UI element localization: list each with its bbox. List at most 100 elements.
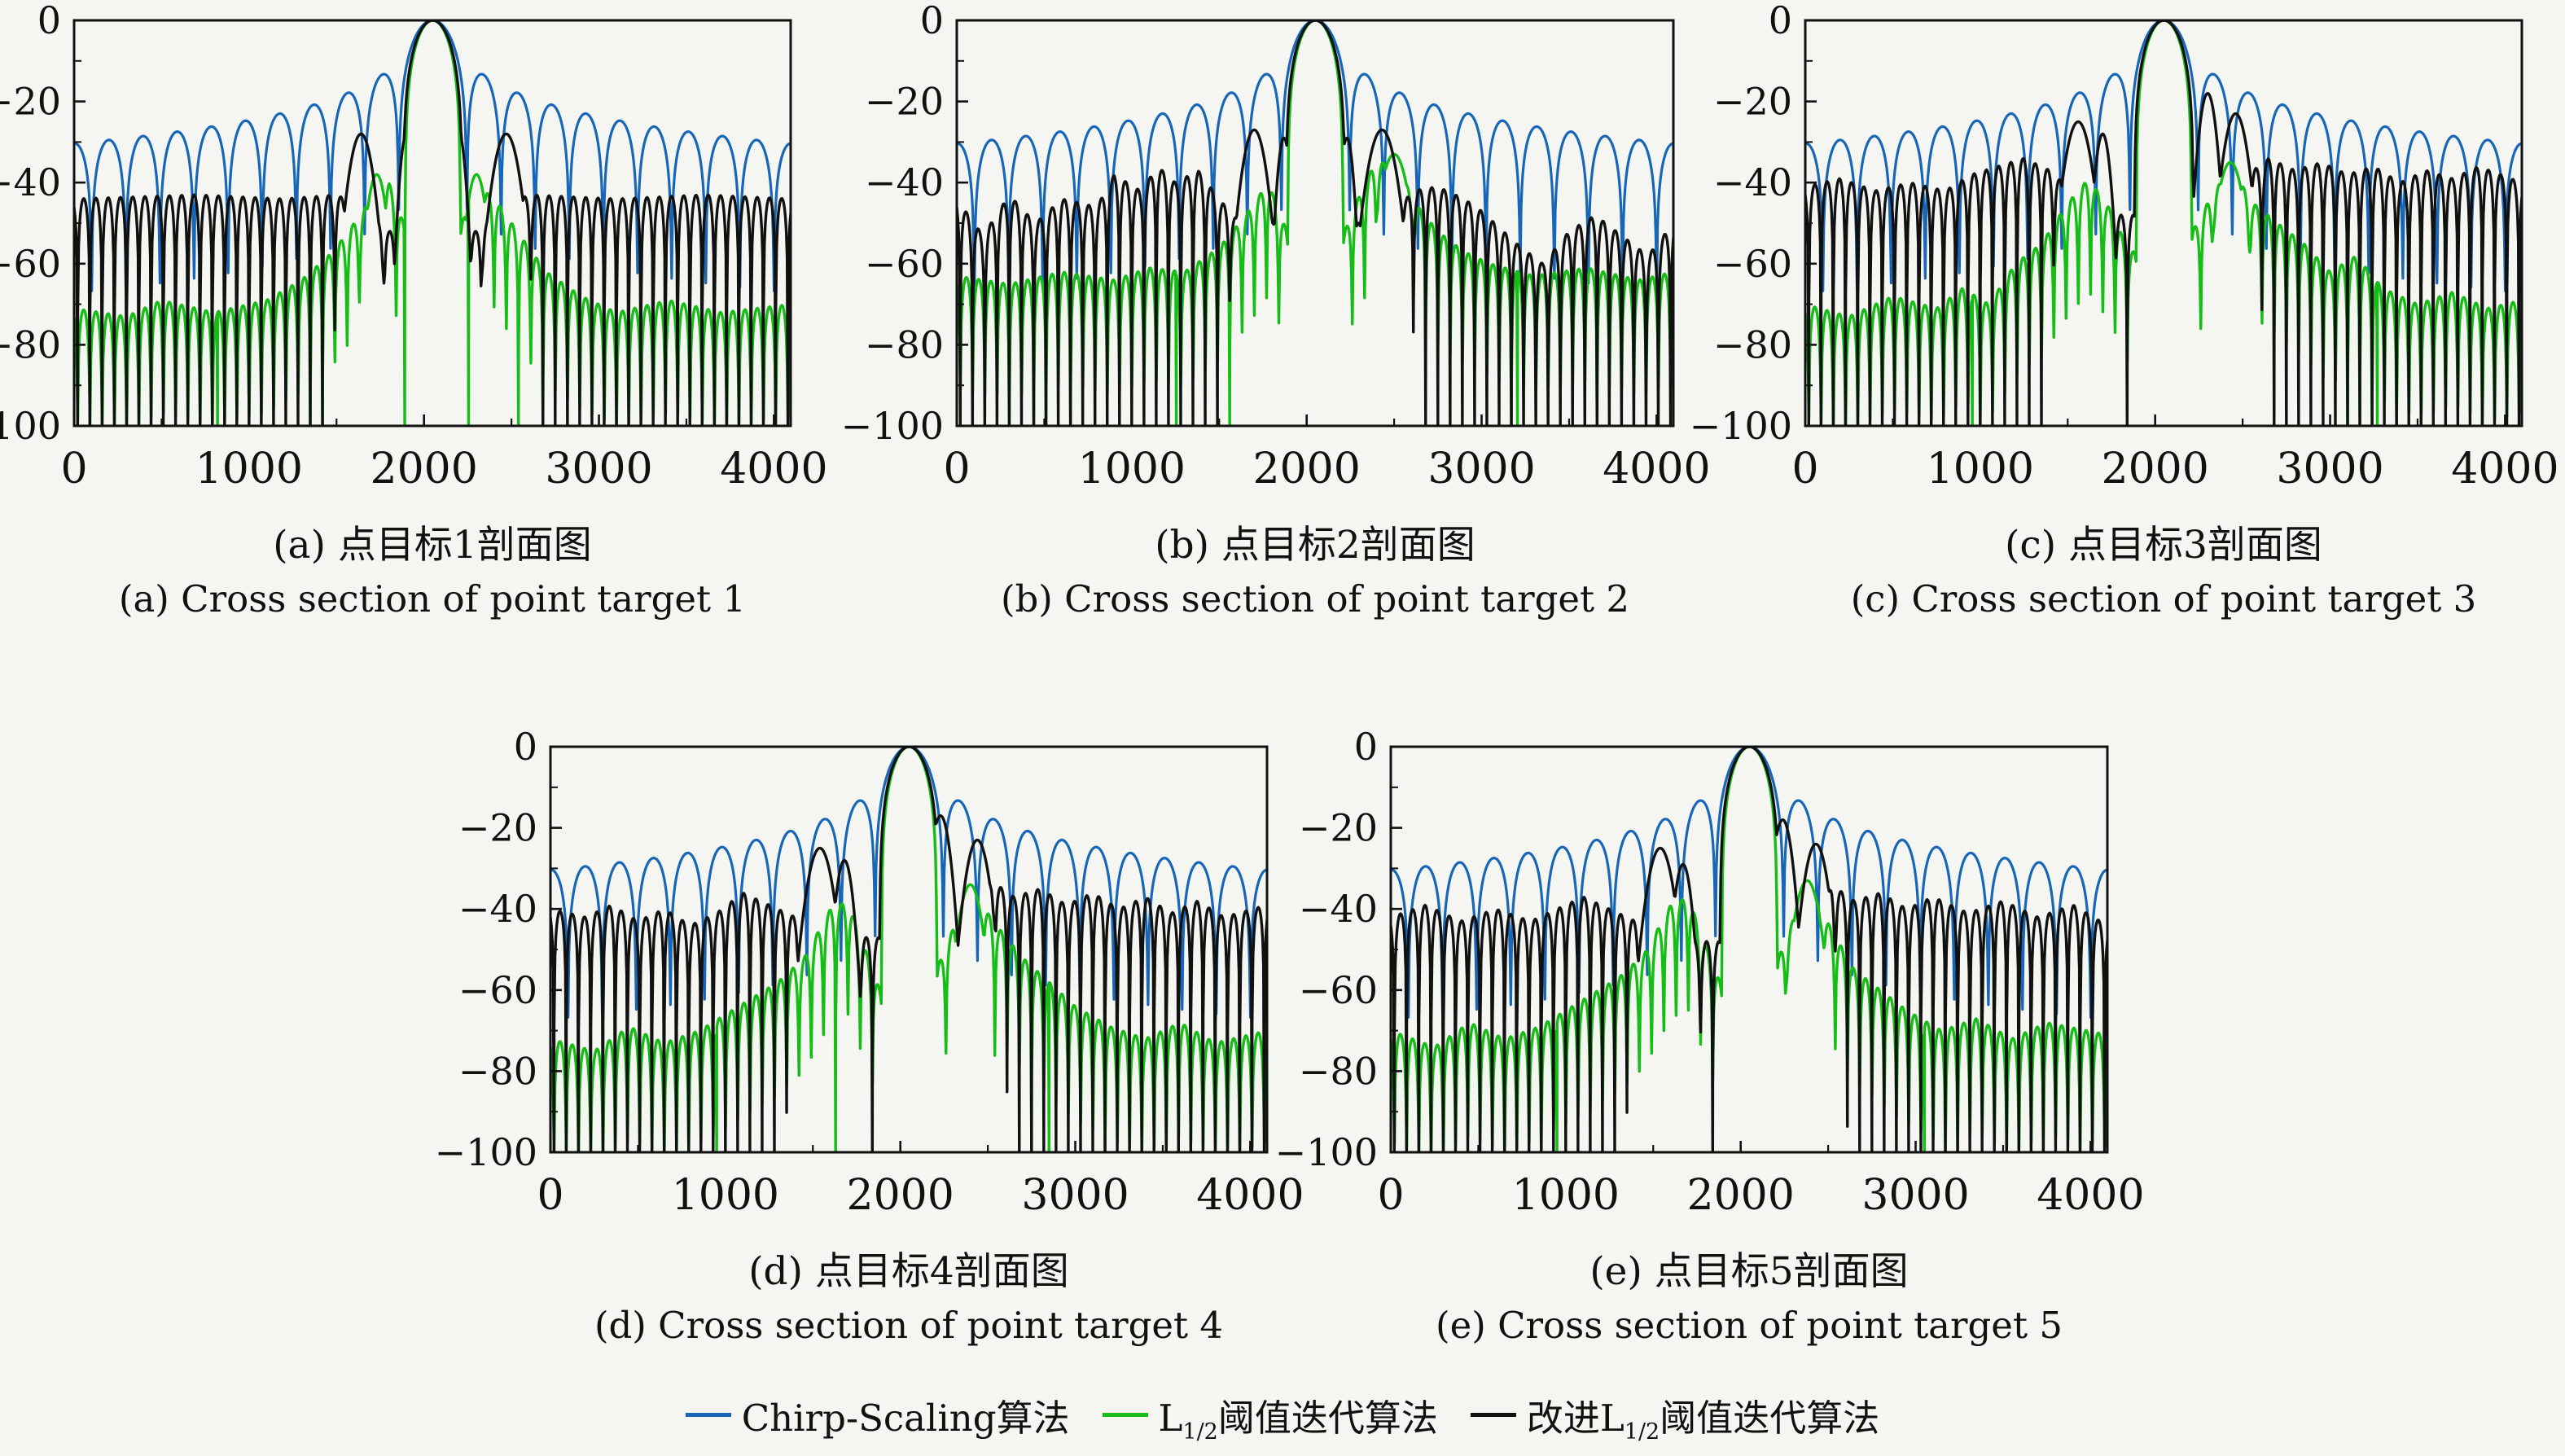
- series-improved-l12-threshold: [957, 20, 1673, 426]
- x-tick-label: 1000: [195, 445, 303, 493]
- legend-line-l12-threshold: [1102, 1412, 1148, 1417]
- axes-box: [72, 19, 792, 428]
- x-tick-label: 2000: [1253, 445, 1361, 493]
- caption-e: (e) 点目标5剖面图 (e) Cross section of point t…: [1383, 1244, 2116, 1352]
- caption-a-zh: (a) 点目标1剖面图: [273, 523, 592, 568]
- y-tick-label: −20: [458, 806, 537, 850]
- x-tick-label: 0: [60, 445, 87, 493]
- y-tick-label: 0: [1354, 725, 1378, 769]
- series-improved-l12-threshold: [1391, 747, 2107, 1152]
- x-tick-label: 3000: [545, 445, 652, 493]
- caption-d: (d) 点目标4剖面图 (d) Cross section of point t…: [542, 1244, 1275, 1352]
- caption-e-zh: (e) 点目标5剖面图: [1589, 1249, 1909, 1294]
- axes-box: [549, 745, 1269, 1154]
- x-tick-label: 4000: [2451, 445, 2558, 493]
- series-chirp-scaling: [550, 747, 1267, 1019]
- series-chirp-scaling: [1805, 20, 2522, 292]
- y-tick-label: −40: [0, 160, 61, 204]
- subplot-d: 0 1000 2000 3000 4000 0 −20 −40 −60 −80 −100: [435, 725, 1308, 1234]
- caption-d-en: (d) Cross section of point target 4: [594, 1304, 1224, 1347]
- subplot-e: 0 1000 2000 3000 4000 0 −20 −40 −60 −80 −100: [1275, 725, 2148, 1234]
- series-chirp-scaling: [74, 20, 791, 292]
- series-chirp-scaling: [957, 20, 1673, 292]
- y-tick-label: −60: [0, 242, 61, 286]
- x-tick-label: 1000: [1078, 445, 1186, 493]
- y-tick-label: −20: [0, 80, 61, 124]
- x-tick-label: 0: [537, 1171, 563, 1220]
- legend: Chirp-Scaling算法 L1/2阈值迭代算法 改进L1/2阈值迭代算法: [0, 1379, 2565, 1449]
- x-tick-label: 1000: [1512, 1171, 1620, 1220]
- series-improved-l12-threshold: [74, 20, 791, 426]
- series-l12-threshold: [74, 20, 791, 426]
- y-tick-label: −80: [1713, 322, 1792, 366]
- y-tick-label: −80: [1299, 1049, 1378, 1093]
- y-tick-label: −60: [458, 968, 537, 1012]
- subplot-b: 0 1000 2000 3000 4000 0 −20 −40 −60 −80 −100: [841, 0, 1714, 507]
- caption-c-zh: (c) 点目标3剖面图: [2005, 523, 2322, 568]
- subplot-c: 0 1000 2000 3000 4000 0 −20 −40 −60 −80 −100: [1690, 0, 2563, 507]
- x-tick-label: 0: [1791, 445, 1818, 493]
- y-tick-label: −40: [865, 160, 944, 204]
- y-tick-label: 0: [37, 0, 61, 42]
- legend-line-chirp-scaling: [685, 1412, 731, 1417]
- caption-b: (b) 点目标2剖面图 (b) Cross section of point t…: [949, 518, 1682, 625]
- caption-c: (c) 点目标3剖面图 (c) Cross section of point t…: [1797, 518, 2530, 625]
- legend-item-improved-l12-threshold: 改进L1/2阈值迭代算法: [1470, 1388, 1880, 1445]
- y-tick-label: −20: [1299, 806, 1378, 850]
- series-l12-threshold: [957, 20, 1673, 426]
- y-tick-label: −80: [458, 1049, 537, 1093]
- plot-svg-d: 0 1000 2000 3000 4000 0 −20 −40 −60 −80 −100: [435, 725, 1304, 1220]
- x-tick-label: 1000: [1927, 445, 2034, 493]
- series-l12-threshold: [1391, 747, 2107, 1152]
- caption-b-zh: (b) 点目标2剖面图: [1155, 523, 1475, 568]
- y-tick-label: −20: [865, 80, 944, 124]
- y-tick-label: −60: [1713, 242, 1792, 286]
- caption-a-en: (a) Cross section of point target 1: [118, 577, 747, 621]
- plot-svg-a: 0 1000 2000 3000 4000 0 −20 −40 −60 −80 −100: [0, 0, 828, 493]
- x-tick-label: 3000: [1427, 445, 1535, 493]
- series-improved-l12-threshold: [1805, 20, 2522, 426]
- axes-box: [1804, 19, 2523, 428]
- legend-label-improved-l12-threshold: 改进L1/2阈值迭代算法: [1526, 1396, 1880, 1445]
- legend-label-chirp-scaling: Chirp-Scaling算法: [741, 1396, 1070, 1440]
- y-tick-label: −100: [0, 404, 61, 448]
- x-tick-label: 1000: [672, 1171, 779, 1220]
- y-tick-label: −20: [1713, 80, 1792, 124]
- x-tick-label: 2000: [1687, 1171, 1795, 1220]
- y-tick-label: −80: [0, 322, 61, 366]
- legend-label-l12-threshold: L1/2阈值迭代算法: [1158, 1396, 1438, 1445]
- y-tick-label: 0: [920, 0, 944, 42]
- y-tick-label: −60: [1299, 968, 1378, 1012]
- plot-svg-b: 0 1000 2000 3000 4000 0 −20 −40 −60 −80 −100: [841, 0, 1711, 493]
- axes-box: [1389, 745, 2109, 1154]
- y-tick-label: −80: [865, 322, 944, 366]
- y-tick-label: 0: [514, 725, 537, 769]
- x-tick-label: 4000: [2037, 1171, 2144, 1220]
- caption-e-en: (e) Cross section of point target 5: [1436, 1304, 2063, 1347]
- subplot-a: 0 1000 2000 3000 4000 0 −20 −40 −60 −80 −100: [0, 0, 831, 507]
- series-l12-threshold: [550, 747, 1267, 1152]
- x-tick-label: 2000: [847, 1171, 954, 1220]
- caption-c-en: (c) Cross section of point target 3: [1850, 577, 2477, 621]
- y-tick-label: −100: [435, 1130, 537, 1174]
- plot-svg-c: 0 1000 2000 3000 4000 0 −20 −40 −60 −80 −100: [1690, 0, 2559, 493]
- legend-item-chirp-scaling: Chirp-Scaling算法: [685, 1388, 1070, 1441]
- y-tick-label: −100: [1690, 404, 1792, 448]
- caption-a: (a) 点目标1剖面图 (a) Cross section of point t…: [66, 518, 799, 625]
- x-tick-label: 3000: [1021, 1171, 1129, 1220]
- y-tick-label: −100: [841, 404, 944, 448]
- x-tick-label: 2000: [370, 445, 478, 493]
- y-tick-label: −40: [1299, 887, 1378, 931]
- caption-b-en: (b) Cross section of point target 2: [1000, 577, 1630, 621]
- series-l12-threshold: [1805, 20, 2522, 426]
- caption-d-zh: (d) 点目标4剖面图: [748, 1249, 1069, 1294]
- y-tick-label: −40: [1713, 160, 1792, 204]
- series-chirp-scaling: [1391, 747, 2107, 1019]
- plot-svg-e: 0 1000 2000 3000 4000 0 −20 −40 −60 −80 −100: [1275, 725, 2145, 1220]
- y-tick-label: −40: [458, 887, 537, 931]
- y-tick-label: −60: [865, 242, 944, 286]
- x-tick-label: 4000: [1196, 1171, 1304, 1220]
- y-tick-label: 0: [1769, 0, 1792, 42]
- x-tick-label: 3000: [2276, 445, 2383, 493]
